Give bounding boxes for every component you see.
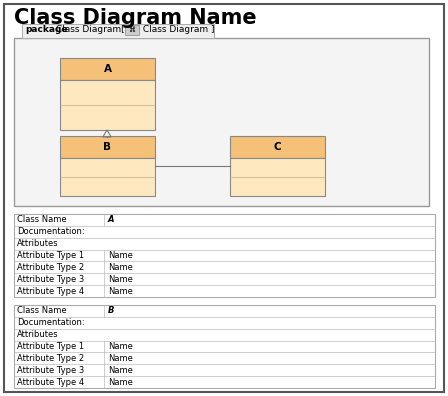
Text: Attribute Type 1: Attribute Type 1 [17, 342, 84, 351]
Text: Class Diagram Name: Class Diagram Name [14, 8, 257, 28]
Text: Name: Name [108, 263, 133, 272]
Text: C: C [274, 142, 281, 152]
Text: A: A [108, 215, 115, 225]
Bar [230, 136, 325, 158]
Text: Attributes: Attributes [17, 239, 59, 248]
Text: package: package [25, 25, 68, 34]
Text: Attribute Type 3: Attribute Type 3 [17, 366, 84, 375]
Bar [14, 305, 435, 388]
Text: Attribute Type 3: Attribute Type 3 [17, 275, 84, 284]
Text: Attribute Type 2: Attribute Type 2 [17, 354, 84, 363]
Text: Class Diagram[: Class Diagram[ [53, 25, 125, 34]
Bar [60, 158, 155, 196]
Text: Attributes: Attributes [17, 330, 59, 339]
Text: ⌘: ⌘ [129, 27, 135, 33]
Text: Class Name: Class Name [17, 307, 67, 316]
Text: Attribute Type 4: Attribute Type 4 [17, 287, 84, 295]
Text: Attribute Type 1: Attribute Type 1 [17, 251, 84, 260]
Text: Name: Name [108, 287, 133, 295]
Text: A: A [103, 64, 112, 74]
Text: B: B [108, 307, 114, 316]
Text: Name: Name [108, 342, 133, 351]
Bar [22, 24, 214, 38]
Text: Name: Name [108, 275, 133, 284]
Text: Documentation:: Documentation: [17, 227, 85, 236]
Bar [125, 25, 139, 35]
Bar [230, 158, 325, 196]
Text: Documentation:: Documentation: [17, 318, 85, 327]
Bar [60, 80, 155, 130]
Text: Attribute Type 2: Attribute Type 2 [17, 263, 84, 272]
Bar [14, 214, 435, 297]
Text: Name: Name [108, 251, 133, 260]
Text: Class Name: Class Name [17, 215, 67, 225]
Bar [60, 58, 155, 80]
Text: Name: Name [108, 377, 133, 386]
Bar [60, 136, 155, 158]
Text: Class Diagram ]: Class Diagram ] [140, 25, 215, 34]
Text: Name: Name [108, 366, 133, 375]
Bar [14, 38, 429, 206]
Text: Attribute Type 4: Attribute Type 4 [17, 377, 84, 386]
Text: Name: Name [108, 354, 133, 363]
Text: B: B [103, 142, 112, 152]
